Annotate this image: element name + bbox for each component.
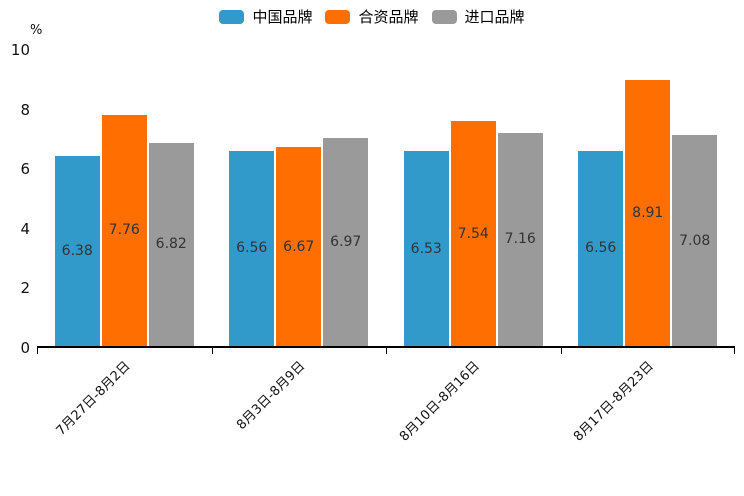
- x-axis-tick: [37, 348, 38, 354]
- bar-合资品牌-2[interactable]: 7.54: [450, 121, 496, 346]
- bar-group-2: 6.53 7.54 7.16: [386, 50, 561, 346]
- bar-中国品牌-3[interactable]: 6.56: [578, 150, 624, 346]
- legend-item-0[interactable]: 中国品牌: [219, 9, 312, 25]
- x-axis-label-1: 8月3日-8月9日: [234, 358, 309, 433]
- x-axis-label-0: 7月27日-8月2日: [53, 358, 134, 439]
- bar-value-label: 6.38: [61, 242, 93, 259]
- bar-group-0: 6.38 7.76 6.82: [37, 50, 212, 346]
- legend-label: 进口品牌: [464, 8, 525, 26]
- y-axis-tick-label: 8: [20, 100, 30, 119]
- bar-value-label: 6.53: [410, 240, 442, 257]
- y-axis-tick-label: 0: [20, 339, 30, 357]
- bar-合资品牌-1[interactable]: 6.67: [276, 147, 322, 346]
- legend-label: 合资品牌: [358, 8, 419, 26]
- y-axis-tick-label: 10: [10, 41, 30, 59]
- bar-合资品牌-0[interactable]: 7.76: [101, 114, 147, 346]
- legend-label: 中国品牌: [252, 8, 313, 26]
- bar-value-label: 6.82: [155, 236, 187, 253]
- bar-group-1: 6.56 6.67 6.97: [212, 50, 387, 346]
- y-axis-unit-label: %: [30, 23, 43, 38]
- x-axis-tick: [734, 348, 735, 354]
- legend-item-2[interactable]: 进口品牌: [431, 8, 525, 26]
- legend-swatch-icon: [325, 10, 351, 24]
- x-axis-label-2: 8月10日-8月16日: [396, 358, 483, 445]
- x-axis-tick: [386, 348, 387, 354]
- y-axis-tick-label: 2: [20, 279, 30, 298]
- y-axis-tick-label: 4: [20, 219, 30, 238]
- bar-value-label: 6.56: [585, 240, 617, 257]
- bar-中国品牌-0[interactable]: 6.38: [54, 155, 100, 346]
- bar-value-label: 6.67: [283, 238, 315, 255]
- bar-进口品牌-3[interactable]: 7.08: [672, 135, 718, 346]
- bar-value-label: 7.08: [679, 232, 711, 249]
- bar-中国品牌-1[interactable]: 6.56: [229, 150, 275, 346]
- legend-swatch-icon: [431, 10, 457, 24]
- bar-value-label: 8.91: [632, 205, 664, 222]
- bar-进口品牌-2[interactable]: 7.16: [497, 132, 543, 346]
- legend-item-1[interactable]: 合资品牌: [325, 8, 419, 26]
- bar-进口品牌-1[interactable]: 6.97: [323, 138, 369, 346]
- bar-value-label: 7.54: [457, 225, 489, 242]
- bar-合资品牌-3[interactable]: 8.91: [625, 80, 671, 346]
- plot-area: 0 2 4 6 8 10 6.38 7.76 6.82 7月27日-8月2日 6.56 6.67 6.9…: [11, 42, 736, 445]
- bar-value-label: 7.16: [504, 231, 536, 248]
- x-axis-tick: [211, 348, 213, 354]
- chart-legend: 中国品牌 合资品牌 进口品牌: [0, 9, 744, 25]
- y-axis-tick-label: 6: [20, 160, 30, 179]
- bar-value-label: 7.76: [108, 222, 140, 239]
- bar-group-3: 6.56 8.91 7.08: [561, 50, 736, 346]
- bar-中国品牌-2[interactable]: 6.53: [403, 151, 449, 346]
- bar-进口品牌-0[interactable]: 6.82: [148, 142, 194, 346]
- x-axis-tick: [560, 348, 562, 354]
- x-axis-label-3: 8月17日-8月23日: [571, 358, 658, 445]
- bar-value-label: 6.97: [330, 234, 362, 251]
- bar-value-label: 6.56: [236, 240, 268, 257]
- legend-swatch-icon: [219, 10, 245, 24]
